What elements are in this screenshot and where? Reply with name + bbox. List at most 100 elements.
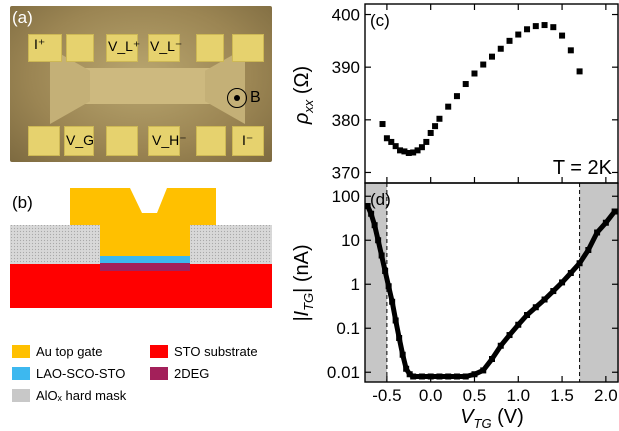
chart-c-point-22	[515, 31, 522, 38]
chart-d-point-19	[462, 373, 469, 380]
contact-pad-bottom-1	[28, 126, 60, 156]
contact-pad-top-3	[106, 34, 138, 62]
chart-c-point-10	[423, 138, 430, 145]
legend-alox-label: AlOₓ hard mask	[36, 388, 127, 403]
chart-d-point-26	[524, 311, 531, 318]
device-cross-section	[10, 188, 272, 308]
chart-c-point-21	[506, 37, 513, 44]
chart-d-point-2	[371, 222, 378, 229]
au-top-gate-layer	[70, 188, 216, 256]
contact-pad-bottom-2	[64, 126, 94, 156]
chart-d-xtick-label-4: 1.5	[550, 386, 574, 405]
legend-lao: LAO-SCO-STO	[12, 366, 125, 381]
chart-d-point-22	[489, 355, 495, 362]
panel-label-d: (d)	[370, 190, 391, 209]
label-v-h-minus: V_H⁻	[152, 132, 187, 148]
contact-pad-top-4	[148, 34, 180, 62]
chart-c-point-19	[489, 53, 495, 60]
chart-d-point-11	[403, 365, 410, 372]
chart-c-point-18	[480, 61, 487, 68]
chart-d-point-31	[567, 270, 574, 277]
label-i-plus: I⁺	[34, 36, 46, 52]
chart-c-point-2	[388, 138, 395, 145]
chart-d-point-0	[364, 203, 371, 210]
chart-d-point-7	[389, 298, 396, 305]
2deg-layer	[100, 263, 190, 271]
chart-d-point-9	[396, 335, 403, 342]
chart-d-point-28	[541, 296, 548, 303]
label-v-g: V_G	[66, 132, 95, 148]
label-v-l-plus: V_L⁺	[108, 38, 141, 54]
chart-c-ytick-label-400: 400	[332, 6, 360, 25]
chart-d-point-4	[378, 252, 385, 259]
chart-c-ylabel: ρxx (Ω)	[291, 66, 316, 125]
chart-d-point-15	[427, 373, 434, 380]
chart-d-frame	[364, 182, 619, 383]
legend-au-label: Au top gate	[36, 344, 103, 359]
sto-substrate-layer	[10, 264, 272, 308]
legend-au-swatch	[12, 345, 30, 358]
chart-d-xtick-label-1: 0.0	[419, 386, 443, 405]
label-i-minus: I⁻	[242, 132, 254, 148]
chart-c-ytick-label-390: 390	[332, 58, 360, 77]
chart-d-point-36	[611, 208, 618, 215]
chart-c-point-17	[471, 70, 478, 77]
chart-d-ytick-label-1: 0.1	[336, 319, 360, 338]
chart-c-point-24	[532, 23, 539, 30]
chart-d-point-33	[585, 247, 592, 254]
legend-au: Au top gate	[12, 344, 103, 359]
chart-d-point-1	[368, 210, 375, 217]
chart-d-xtick-label-0: -0.5	[372, 386, 401, 405]
chart-c-point-5	[401, 148, 408, 155]
chart-d-point-5	[382, 267, 389, 274]
legend-alox: AlOₓ hard mask	[12, 388, 126, 403]
chart-d-point-32	[576, 260, 583, 267]
chart-c-point-6	[405, 149, 412, 156]
chart-c-point-15	[453, 93, 460, 100]
legend-sto-swatch	[150, 345, 168, 358]
chart-d-point-35	[602, 219, 609, 226]
chart-d-ytick-label-3: 10	[341, 231, 360, 250]
chart-c-point-12	[432, 123, 439, 130]
chart-c-annotation: T = 2K	[553, 157, 613, 179]
contact-pad-bottom-5	[196, 126, 226, 156]
chart-c-point-16	[462, 81, 469, 88]
chart-c-point-7	[410, 149, 417, 156]
chart-d-point-24	[506, 332, 513, 339]
panel-label-c: (c)	[370, 11, 390, 30]
chart-d-point-27	[532, 304, 539, 311]
chart-d-point-17	[445, 373, 452, 380]
chart-d-xtick-label-3: 1.0	[506, 386, 530, 405]
chart-d-point-12	[406, 371, 413, 378]
legend-2deg: 2DEG	[150, 366, 209, 381]
contact-pad-top-6	[232, 34, 264, 62]
chart-d-point-20	[471, 371, 478, 378]
contact-pad-top-1	[28, 34, 62, 62]
label-b-field: B	[250, 89, 261, 106]
legend-alox-swatch	[12, 389, 30, 402]
chart-d-point-14	[418, 373, 425, 380]
legend-sto-label: STO substrate	[174, 344, 258, 359]
panel-label-a: (a)	[12, 8, 33, 27]
chart-d-xtick-label-2: 0.5	[463, 386, 487, 405]
chart-c-point-29	[576, 68, 583, 75]
label-v-l-minus: V_L⁻	[150, 38, 183, 54]
device-micrograph: I⁺ V_L⁺ V_L⁻ V_G V_H⁻ I⁻ B	[10, 6, 272, 162]
chart-d-point-16	[436, 373, 443, 380]
legend-2deg-label: 2DEG	[174, 366, 210, 381]
alox-left-layer	[10, 225, 100, 264]
chart-d-point-30	[559, 279, 566, 286]
chart-d-xlabel: VTG (V)	[460, 406, 524, 431]
chart-c-ytick-label-370: 370	[332, 163, 360, 182]
legend-lao-swatch	[12, 367, 30, 380]
chart-d-ylabel: |ITG| (nA)	[291, 244, 316, 321]
chart-c-point-26	[550, 24, 557, 31]
chart-c-point-28	[567, 47, 574, 54]
chart-d-point-8	[392, 317, 399, 324]
chart-d-point-3	[375, 237, 382, 244]
chart-c-point-20	[497, 45, 504, 52]
chart-d-point-34	[594, 229, 601, 236]
chart-d-ytick-label-4: 100	[332, 187, 360, 206]
legend-lao-label: LAO-SCO-STO	[36, 366, 126, 381]
